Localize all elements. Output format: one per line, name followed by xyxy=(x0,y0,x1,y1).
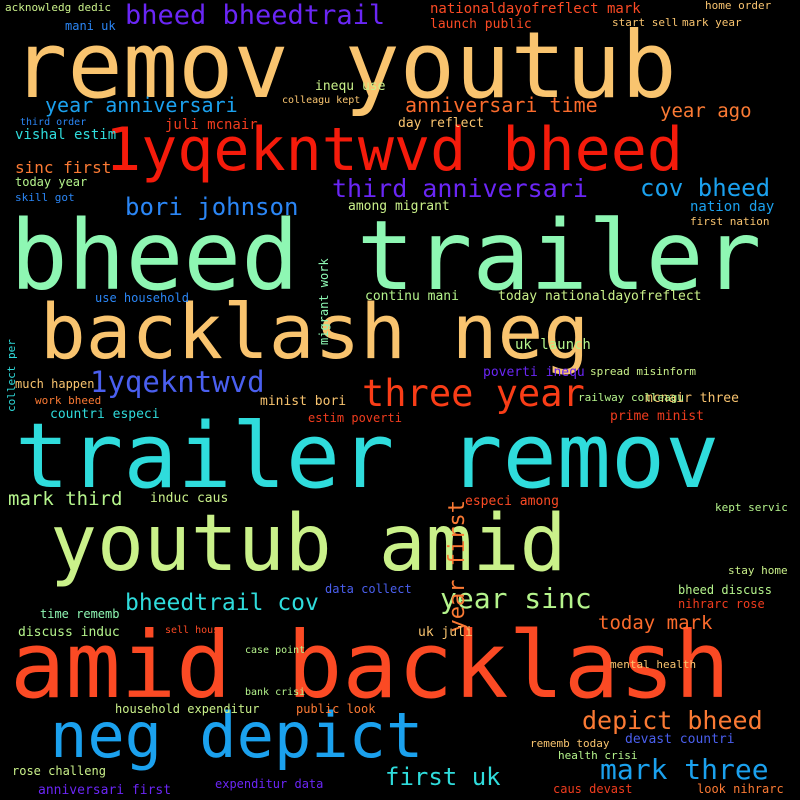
word: bori johnson xyxy=(125,193,299,221)
word: discuss induc xyxy=(18,625,120,640)
word: 1yqekntwvd xyxy=(90,365,265,399)
word: year anniversari xyxy=(45,93,238,117)
word: sell hous xyxy=(165,625,220,636)
word: household expenditur xyxy=(115,702,260,716)
word: data collect xyxy=(325,582,412,596)
word: continu mani xyxy=(365,289,459,304)
word: first nation xyxy=(690,215,770,228)
word: today nationaldayofreflect xyxy=(498,289,702,304)
word: bheedtrail cov xyxy=(125,590,319,616)
word: year ago xyxy=(660,100,752,122)
word: spread misinform xyxy=(590,365,696,378)
word: cov bheed xyxy=(640,174,771,202)
word: juli mcnair xyxy=(165,117,258,133)
word: mcnair three xyxy=(645,391,739,406)
word: year sinc xyxy=(440,582,592,615)
word: inequ use xyxy=(315,79,386,94)
word: poverti inequ xyxy=(483,365,585,380)
word: collect per xyxy=(5,339,18,412)
word: acknowledg dedic xyxy=(5,1,111,14)
word: 1yqekntwvd bheed xyxy=(105,115,683,185)
word: nation day xyxy=(690,199,775,215)
word: skill got xyxy=(15,191,75,204)
word: youtub amid xyxy=(50,499,567,589)
word: year first xyxy=(445,500,470,633)
word: devast countri xyxy=(625,732,735,747)
word: railway colleagu xyxy=(578,391,684,404)
word: among migrant xyxy=(348,199,450,214)
word: sinc first xyxy=(15,158,112,177)
word: stay home xyxy=(728,564,788,577)
word: mental health xyxy=(610,658,697,671)
word: backlash neg xyxy=(40,287,590,376)
word: bank crisi xyxy=(245,687,306,698)
word: prime minist xyxy=(610,409,704,424)
word: mark three xyxy=(600,753,769,786)
word: bheed discuss xyxy=(678,583,772,597)
word: nihrarc rose xyxy=(678,597,765,611)
word: home order xyxy=(705,0,772,12)
word: countri especi xyxy=(50,407,160,422)
word: especi among xyxy=(465,494,559,509)
word: depict bheed xyxy=(582,706,763,735)
word: estim poverti xyxy=(308,411,402,425)
word: public look xyxy=(296,702,376,716)
word: vishal estim xyxy=(15,127,117,143)
word: bheed bheedtrail xyxy=(125,0,386,31)
word: work bheed xyxy=(35,394,102,407)
word: mani uk xyxy=(65,19,116,33)
word: look nihrarc xyxy=(697,782,784,796)
word: first uk xyxy=(385,763,501,791)
word: rememb today xyxy=(530,737,610,750)
word: anniversari first xyxy=(38,783,172,798)
word: bheed trailer xyxy=(10,200,762,312)
word: induc caus xyxy=(150,491,229,506)
word: mark year xyxy=(682,16,742,29)
word: mark third xyxy=(8,488,123,510)
word: time rememb xyxy=(40,607,120,621)
word: today mark xyxy=(598,612,713,634)
word: today year xyxy=(15,175,88,189)
word: minist bori xyxy=(260,394,347,409)
word: trailer remov xyxy=(15,404,720,509)
word: start sell xyxy=(612,16,679,29)
word: expenditur data xyxy=(215,777,324,791)
word: launch public xyxy=(430,17,532,32)
word: third anniversari xyxy=(332,174,588,203)
word: neg depict xyxy=(50,699,424,772)
word: kept servic xyxy=(715,501,788,514)
word: day reflect xyxy=(398,116,485,131)
word: use household xyxy=(95,291,189,305)
word: uk launch xyxy=(515,337,591,353)
word: migrant work xyxy=(317,258,331,345)
word: remov youtub xyxy=(12,12,677,119)
word: case point xyxy=(245,645,306,656)
word: colleagu kept xyxy=(282,95,361,106)
word: anniversari time xyxy=(405,93,598,117)
word: three year xyxy=(362,372,585,415)
word: rose challeng xyxy=(12,764,106,778)
word: much happen xyxy=(15,377,95,391)
word: caus devast xyxy=(553,782,633,796)
word: health crisi xyxy=(558,749,638,762)
word: amid backlash xyxy=(10,612,731,719)
word: uk juli xyxy=(418,625,473,640)
word: nationaldayofreflect mark xyxy=(430,1,641,17)
word: third order xyxy=(20,117,87,128)
